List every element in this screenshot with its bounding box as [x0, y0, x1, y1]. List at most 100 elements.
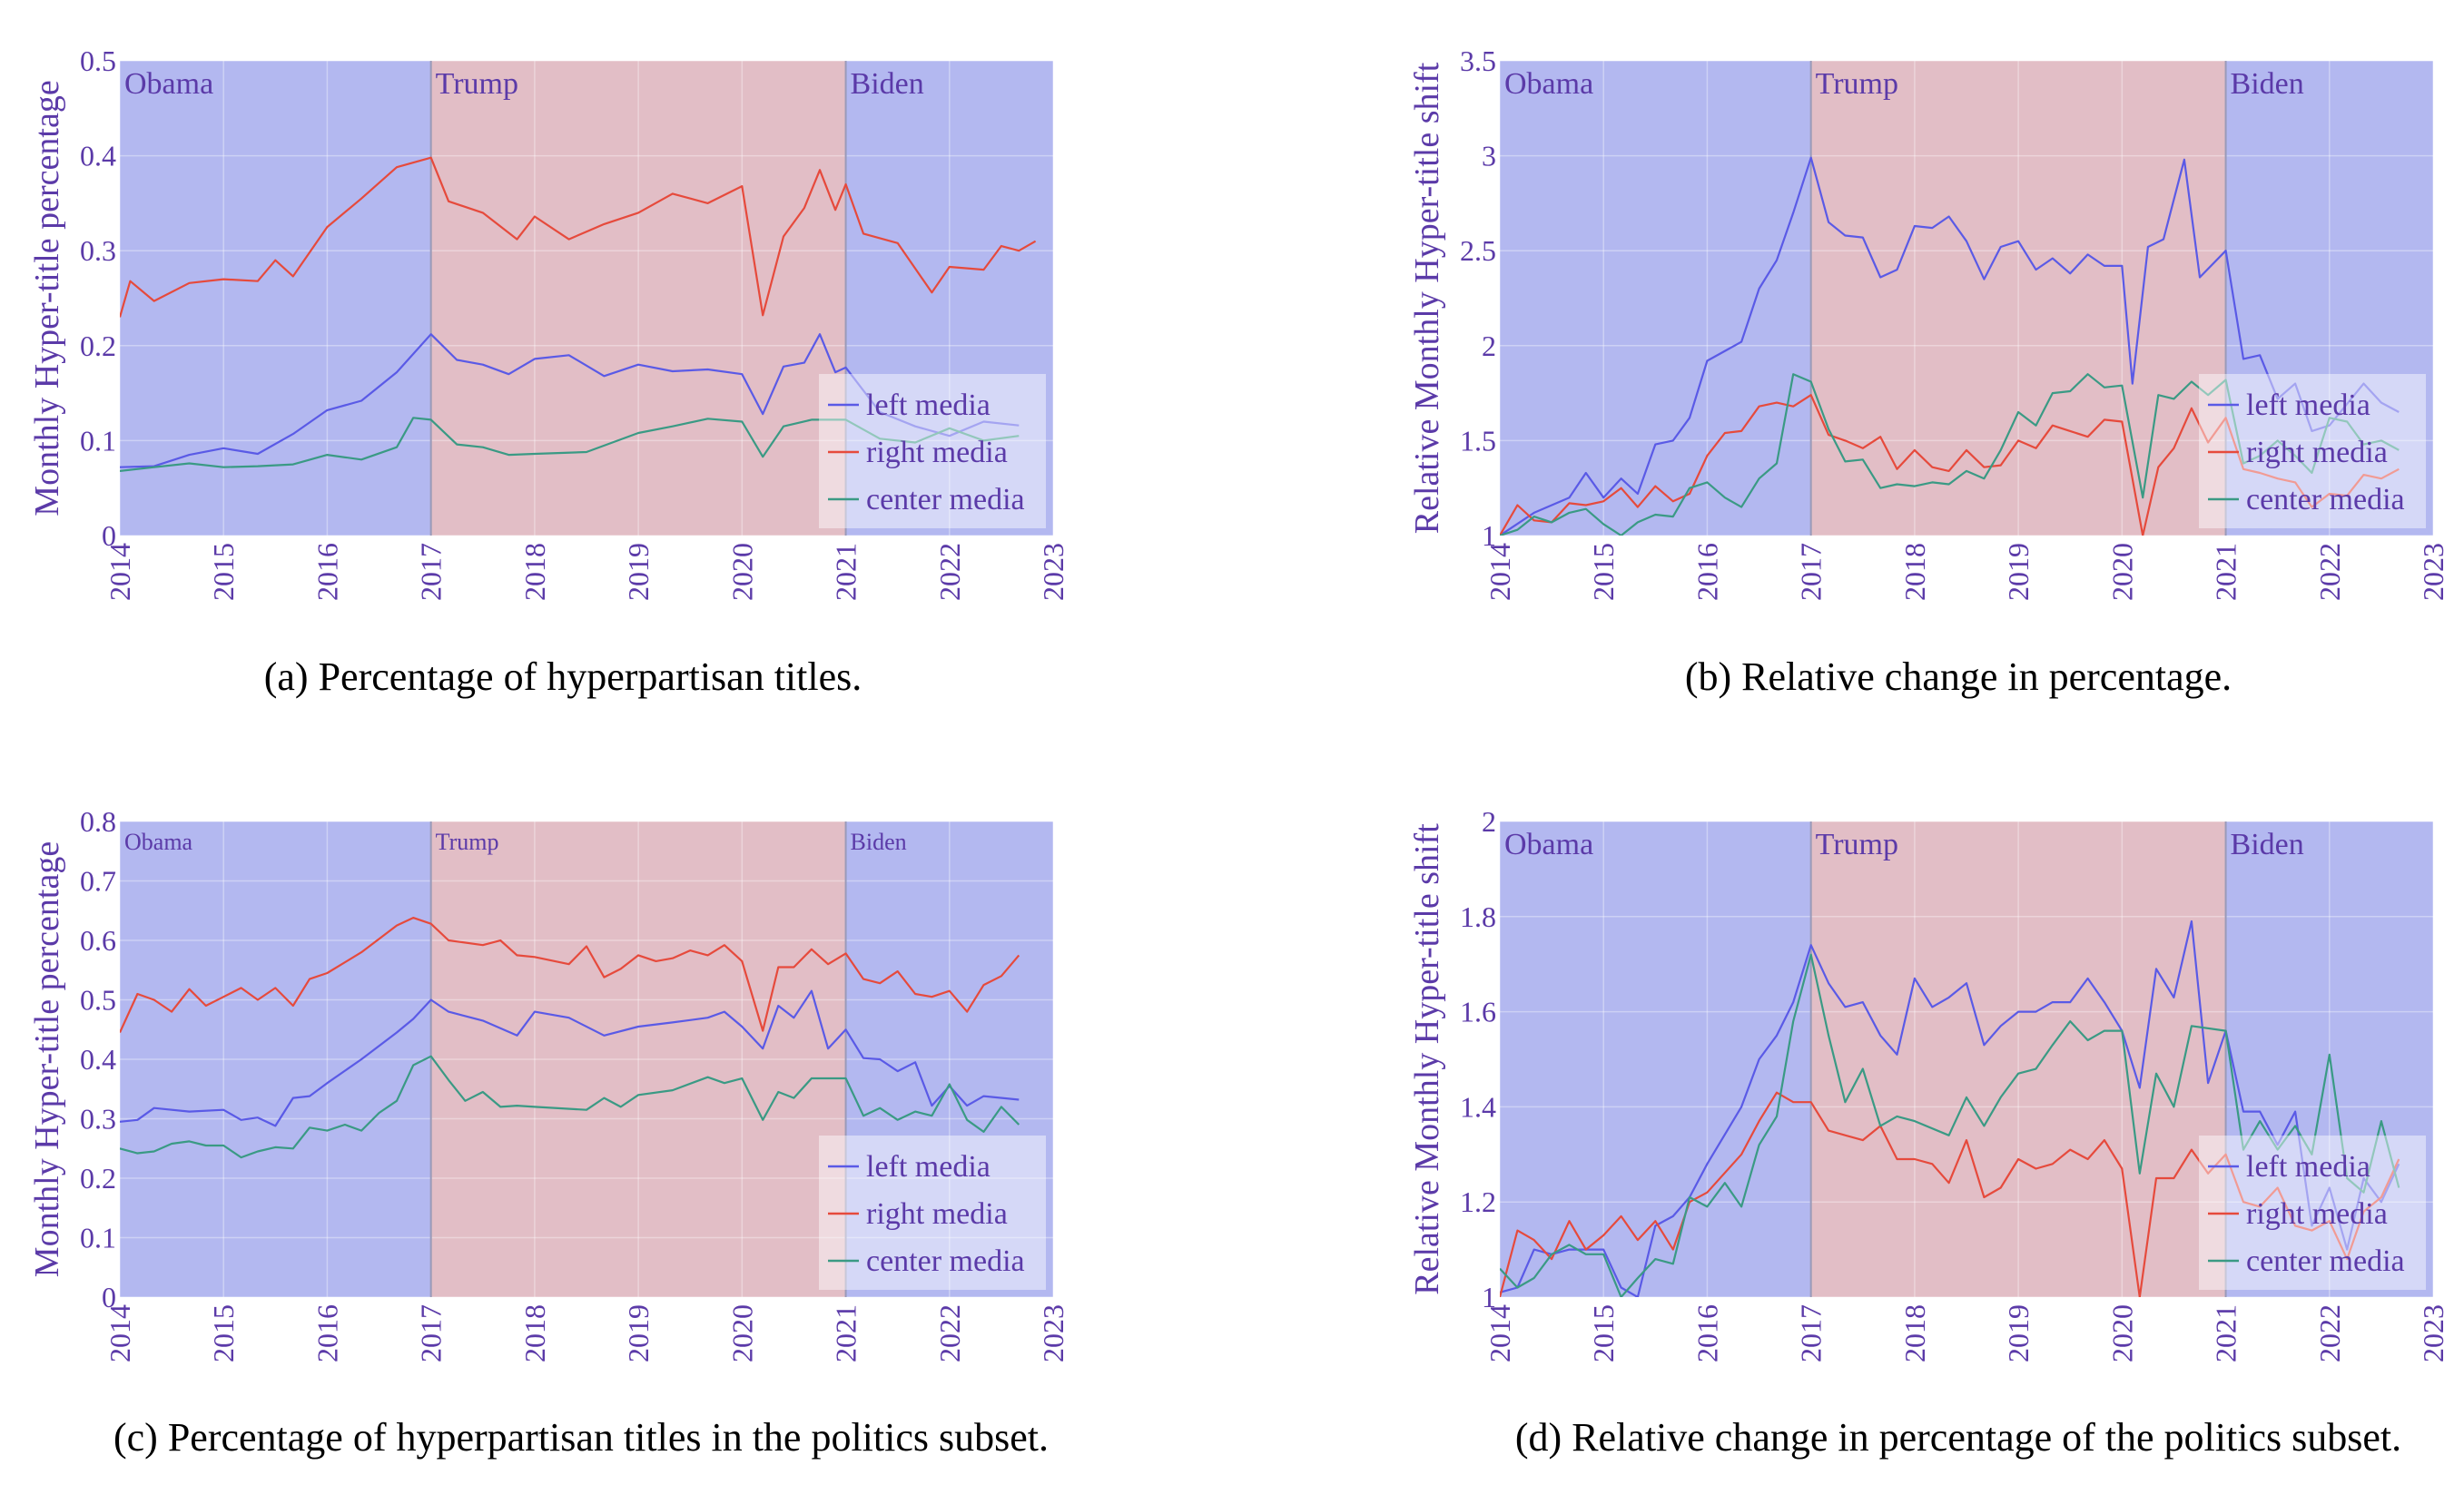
era-band-obama	[1500, 61, 1811, 536]
y-tick-label: 0.1	[80, 424, 116, 457]
y-tick-label: 1	[1482, 519, 1496, 552]
y-tick-label: 2	[1482, 805, 1496, 838]
era-band-trump	[1810, 61, 2226, 536]
x-tick-label: 2019	[2002, 1304, 2035, 1362]
chart-b: Obama Trump Biden left media right media cent…	[1408, 44, 2449, 601]
y-tick-label: 1.8	[1460, 900, 1496, 933]
x-tick-label: 2018	[518, 543, 551, 601]
legend-label-right-media: right media	[866, 436, 1008, 469]
x-tick-label: 2021	[2210, 1304, 2242, 1362]
era-band-trump	[1810, 821, 2226, 1297]
y-tick-label: 1.6	[1460, 996, 1496, 1028]
x-tick-label: 2023	[2417, 1304, 2449, 1362]
y-tick-label: 0.8	[80, 805, 116, 838]
x-tick-label: 2023	[1037, 1304, 1069, 1362]
x-tick-label: 2018	[518, 1304, 551, 1362]
legend-label-left-media: left media	[866, 388, 991, 422]
x-tick-label: 2019	[622, 543, 655, 601]
legend-label-right-media: right media	[2246, 1197, 2388, 1231]
y-tick-label: 0.6	[80, 924, 116, 957]
x-tick-label: 2016	[310, 1304, 343, 1362]
x-tick-label: 2017	[415, 1304, 448, 1362]
x-tick-label: 2017	[415, 543, 448, 601]
y-tick-label: 1.4	[1460, 1090, 1496, 1123]
chart-c: Obama Trump Biden left media right media cent…	[28, 805, 1069, 1362]
x-tick-label: 2022	[933, 1304, 966, 1362]
series-line-right-media	[120, 917, 1020, 1033]
caption-a: (a) Percentage of hyperpartisan titles.	[263, 654, 862, 699]
legend-label-center-media: center media	[2246, 1244, 2405, 1278]
series-line-left-media	[120, 333, 1020, 468]
era-label-trump: Trump	[1816, 67, 1898, 101]
legend-label-center-media: center media	[866, 1244, 1025, 1278]
series-line-right-media	[1500, 394, 2400, 536]
era-band-obama	[120, 821, 431, 1297]
x-tick-label: 2020	[725, 543, 758, 601]
x-tick-label: 2014	[1483, 1304, 1516, 1362]
caption-c: (c) Percentage of hyperpartisan titles i…	[113, 1415, 1050, 1460]
legend-label-left-media: left media	[2246, 1150, 2370, 1184]
era-label-obama: Obama	[1504, 828, 1593, 861]
era-label-biden: Biden	[2231, 828, 2304, 861]
series-line-left-media	[1500, 920, 2400, 1297]
series-line-center-media	[1500, 373, 2400, 536]
y-tick-label: 0.2	[80, 329, 116, 362]
era-label-obama: Obama	[124, 829, 193, 855]
x-tick-label: 2020	[725, 1304, 758, 1362]
y-tick-label: 0.2	[80, 1162, 116, 1195]
y-tick-label: 0.3	[80, 1103, 116, 1136]
y-tick-label: 2.5	[1460, 234, 1496, 267]
era-label-obama: Obama	[1504, 67, 1593, 101]
era-label-biden: Biden	[851, 67, 924, 101]
legend-label-center-media: center media	[2246, 483, 2405, 516]
x-tick-label: 2014	[1483, 543, 1516, 601]
x-tick-label: 2016	[1690, 1304, 1723, 1362]
legend-label-center-media: center media	[866, 483, 1025, 516]
x-tick-label: 2019	[2002, 543, 2035, 601]
x-tick-label: 2021	[830, 543, 862, 601]
y-axis-label: Monthly Hyper-title percentage	[28, 80, 66, 516]
series-line-right-media	[120, 156, 1037, 318]
x-tick-label: 2015	[1587, 543, 1620, 601]
series-line-left-media	[1500, 156, 2400, 536]
x-tick-label: 2015	[207, 543, 240, 601]
y-tick-label: 0.1	[80, 1222, 116, 1254]
y-tick-label: 1.2	[1460, 1185, 1496, 1218]
era-label-trump: Trump	[1816, 828, 1898, 861]
series-line-left-media	[120, 989, 1020, 1127]
y-axis-label: Relative Monthly Hyper-title shift	[1408, 823, 1446, 1295]
legend-label-left-media: left media	[2246, 388, 2370, 422]
era-band-obama	[120, 61, 431, 536]
x-tick-label: 2020	[2105, 543, 2138, 601]
era-band-trump	[430, 61, 846, 536]
x-tick-label: 2022	[2313, 1304, 2346, 1362]
y-tick-label: 0.7	[80, 865, 116, 898]
era-label-obama: Obama	[124, 67, 213, 101]
y-tick-label: 0.5	[80, 984, 116, 1017]
y-tick-label: 0.4	[80, 140, 116, 172]
era-label-trump: Trump	[436, 67, 518, 101]
x-tick-label: 2015	[1587, 1304, 1620, 1362]
y-tick-label: 3	[1482, 140, 1496, 172]
x-tick-label: 2014	[103, 1304, 136, 1362]
legend-label-right-media: right media	[2246, 436, 2388, 469]
x-tick-label: 2021	[2210, 543, 2242, 601]
era-label-trump: Trump	[436, 829, 499, 855]
series-line-right-media	[1500, 1091, 2400, 1297]
y-tick-label: 3.5	[1460, 44, 1496, 77]
x-tick-label: 2016	[310, 543, 343, 601]
caption-d: (d) Relative change in percentage of the…	[1514, 1415, 2402, 1460]
series-line-center-media	[120, 417, 1020, 472]
series-line-center-media	[120, 1055, 1020, 1159]
x-tick-label: 2018	[1898, 1304, 1931, 1362]
chart-d: Obama Trump Biden left media right media cent…	[1408, 805, 2449, 1362]
series-line-center-media	[1500, 953, 2400, 1297]
era-label-biden: Biden	[851, 829, 907, 855]
x-tick-label: 2016	[1690, 543, 1723, 601]
x-tick-label: 2020	[2105, 1304, 2138, 1362]
x-tick-label: 2022	[933, 543, 966, 601]
y-tick-label: 1.5	[1460, 424, 1496, 457]
x-tick-label: 2015	[207, 1304, 240, 1362]
y-tick-label: 0.5	[80, 44, 116, 77]
era-band-trump	[430, 821, 846, 1297]
